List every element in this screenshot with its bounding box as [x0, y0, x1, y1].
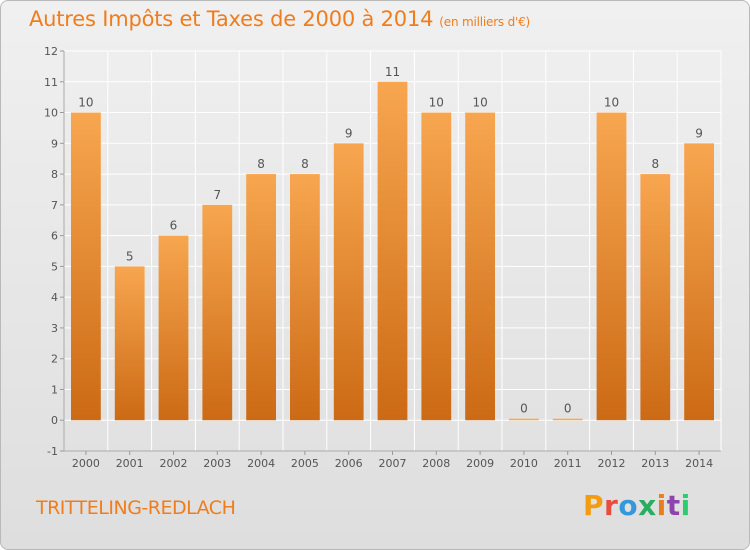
proxiti-logo[interactable]: Proxiti: [583, 489, 691, 522]
x-tick-label: 2007: [379, 457, 407, 470]
y-tick-label: 1: [51, 383, 58, 396]
chart-title-text: Autres Impôts et Taxes de 2000 à 2014: [29, 7, 434, 31]
logo-letter: o: [618, 489, 639, 522]
bar: [465, 112, 495, 421]
data-label: 9: [695, 126, 703, 140]
y-tick-label: 4: [51, 291, 58, 304]
bars: [71, 81, 714, 421]
x-tick-label: 2001: [116, 457, 144, 470]
x-tick-label: 2004: [247, 457, 275, 470]
y-tick-label: 8: [51, 168, 58, 181]
data-label: 10: [78, 96, 93, 110]
bar: [158, 235, 189, 421]
data-label: 6: [170, 219, 178, 233]
bar: [552, 418, 583, 421]
bar: [684, 143, 714, 421]
x-tick-label: 2008: [422, 457, 450, 470]
x-tick-label: 2005: [291, 457, 319, 470]
logo-letter: P: [583, 489, 605, 522]
y-tick-label: 9: [51, 137, 58, 150]
bar: [421, 112, 452, 421]
data-label: 8: [301, 157, 309, 171]
data-label: 7: [213, 188, 221, 202]
bar: [114, 266, 145, 421]
logo-letter: r: [604, 489, 619, 522]
y-tick-label: -1: [47, 445, 58, 458]
data-label: 8: [651, 157, 659, 171]
data-label: 0: [564, 402, 572, 416]
x-tick-label: 2010: [510, 457, 538, 470]
x-tick-label: 2002: [160, 457, 188, 470]
data-label: 5: [126, 249, 134, 263]
x-tick-label: 2012: [598, 457, 626, 470]
y-tick-label: 11: [44, 76, 58, 89]
x-tick-label: 2003: [203, 457, 231, 470]
bar: [377, 81, 408, 421]
y-tick-label: 3: [51, 322, 58, 335]
y-tick-label: 12: [44, 45, 58, 58]
bar: [596, 112, 627, 421]
data-label: 9: [345, 126, 353, 140]
data-label: 10: [429, 96, 444, 110]
bar: [640, 174, 671, 421]
x-tick-label: 2000: [72, 457, 100, 470]
bar: [71, 112, 101, 421]
y-tick-label: 0: [51, 414, 58, 427]
data-label: 0: [520, 402, 528, 416]
data-label: 10: [472, 96, 487, 110]
y-tick-label: 7: [51, 199, 58, 212]
bar: [290, 174, 320, 421]
commune-name: TRITTELING-REDLACH: [36, 497, 236, 519]
x-tick-label: 2014: [685, 457, 713, 470]
data-labels: 10 5 6 7 8 8 9 11 10 10 0 0 10 8 9: [78, 65, 703, 416]
y-tick-label: 2: [51, 353, 58, 366]
chart-title: Autres Impôts et Taxes de 2000 à 2014 (en…: [29, 7, 530, 31]
bar: [333, 143, 364, 421]
x-tick-label: 2006: [335, 457, 363, 470]
logo-letter: i: [656, 489, 667, 522]
bar: [509, 418, 539, 421]
x-tick-label: 2013: [641, 457, 669, 470]
y-tick-label: 10: [44, 107, 58, 120]
logo-letter: t: [666, 489, 681, 522]
logo-letter: x: [638, 489, 657, 522]
data-label: 8: [257, 157, 265, 171]
data-label: 10: [604, 96, 619, 110]
y-tick-label: 6: [51, 230, 58, 243]
chart-unit: (en milliers d'€): [439, 15, 531, 29]
y-tick-label: 5: [51, 260, 58, 273]
bar: [246, 174, 276, 421]
data-label: 11: [385, 65, 400, 79]
x-tick-label: 2011: [554, 457, 582, 470]
bar: [202, 204, 233, 421]
x-tick-label: 2009: [466, 457, 494, 470]
logo-letter: i: [680, 489, 691, 522]
